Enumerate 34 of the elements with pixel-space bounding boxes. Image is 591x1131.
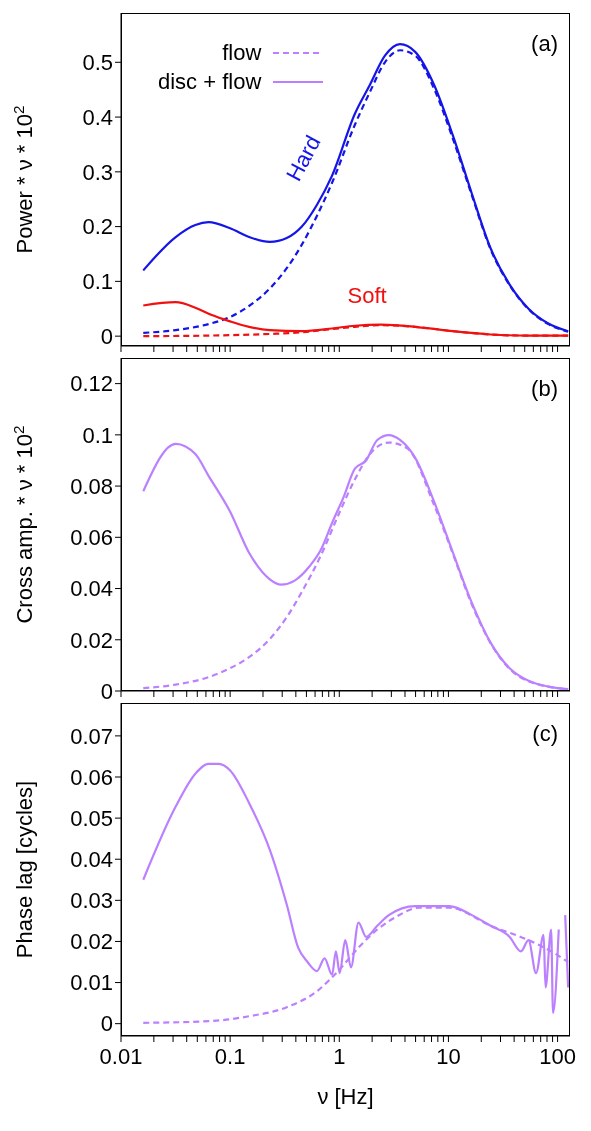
series-label: Soft — [347, 282, 387, 308]
y-tick-label: 0.04 — [70, 847, 113, 873]
text: Hard — [281, 131, 326, 186]
legend-label: disc + flow — [158, 68, 262, 95]
legend-label: flow — [222, 39, 262, 66]
y-tick-label: 0.1 — [82, 422, 113, 448]
y-tick-label: 0.3 — [82, 159, 113, 185]
y-tick-label: 0.06 — [70, 764, 113, 790]
annotation: (a) — [531, 31, 558, 57]
x-tick-label: 100 — [539, 1043, 576, 1069]
y-tick-label: 0.05 — [70, 805, 113, 831]
y-tick-label: 0.02 — [70, 929, 113, 955]
y-tick-label: 0.04 — [70, 576, 113, 602]
x-tick-label: 1 — [333, 1043, 346, 1069]
y-tick-label: 0 — [100, 323, 113, 349]
y-tick-label: 0.03 — [70, 888, 113, 914]
y-tick-label: 0.07 — [70, 723, 113, 749]
y-axis-title: Phase lag [cycles] — [12, 780, 37, 959]
x-tick-label: 10 — [436, 1043, 461, 1069]
y-tick-label: 0.08 — [70, 473, 113, 499]
y-tick-label: 0.06 — [70, 525, 113, 551]
y-tick-label: 0.12 — [70, 371, 113, 397]
y-tick-label: 0.01 — [70, 970, 113, 996]
y-tick-label: 0 — [100, 678, 113, 704]
y-tick-label: 0.1 — [82, 269, 113, 295]
y-tick-label: 0.2 — [82, 214, 113, 240]
annotation: (c) — [532, 721, 558, 747]
annotation: (b) — [531, 376, 558, 402]
y-tick-label: 0 — [100, 1011, 113, 1037]
y-tick-label: 0.5 — [82, 50, 113, 76]
y-tick-label: 0.02 — [70, 627, 113, 653]
x-axis-title: ν [Hz] — [317, 1084, 374, 1109]
x-tick-label: 0.1 — [214, 1043, 246, 1069]
y-tick-label: 0.4 — [82, 104, 113, 130]
